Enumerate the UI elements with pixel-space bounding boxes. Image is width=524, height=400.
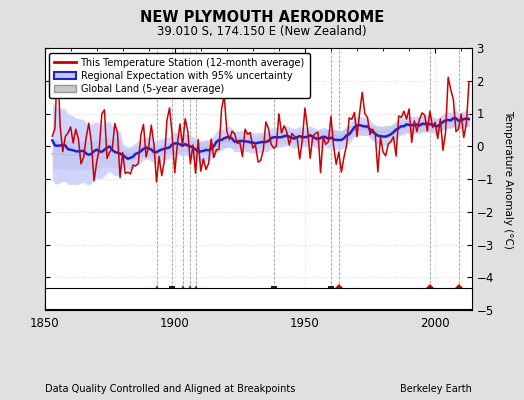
Text: Station Move: Station Move bbox=[63, 294, 125, 303]
Text: Time of Obs. Change: Time of Obs. Change bbox=[249, 294, 348, 303]
Text: ◆: ◆ bbox=[55, 294, 63, 303]
Legend: This Temperature Station (12-month average), Regional Expectation with 95% uncer: This Temperature Station (12-month avera… bbox=[49, 53, 310, 98]
Text: Data Quality Controlled and Aligned at Breakpoints: Data Quality Controlled and Aligned at B… bbox=[45, 384, 295, 394]
Text: Record Gap: Record Gap bbox=[157, 294, 212, 303]
Text: 1850: 1850 bbox=[30, 317, 59, 330]
Text: ■: ■ bbox=[364, 294, 374, 303]
Text: Berkeley Earth: Berkeley Earth bbox=[400, 384, 472, 394]
Text: 1950: 1950 bbox=[290, 317, 320, 330]
Y-axis label: Temperature Anomaly (°C): Temperature Anomaly (°C) bbox=[503, 110, 514, 248]
Text: 39.010 S, 174.150 E (New Zealand): 39.010 S, 174.150 E (New Zealand) bbox=[157, 25, 367, 38]
Text: ▼: ▼ bbox=[241, 294, 249, 303]
Text: ▲: ▲ bbox=[149, 294, 158, 303]
Text: 1900: 1900 bbox=[160, 317, 190, 330]
Text: Empirical Break: Empirical Break bbox=[372, 294, 446, 303]
Text: 2000: 2000 bbox=[420, 317, 450, 330]
Text: NEW PLYMOUTH AERODROME: NEW PLYMOUTH AERODROME bbox=[140, 10, 384, 25]
